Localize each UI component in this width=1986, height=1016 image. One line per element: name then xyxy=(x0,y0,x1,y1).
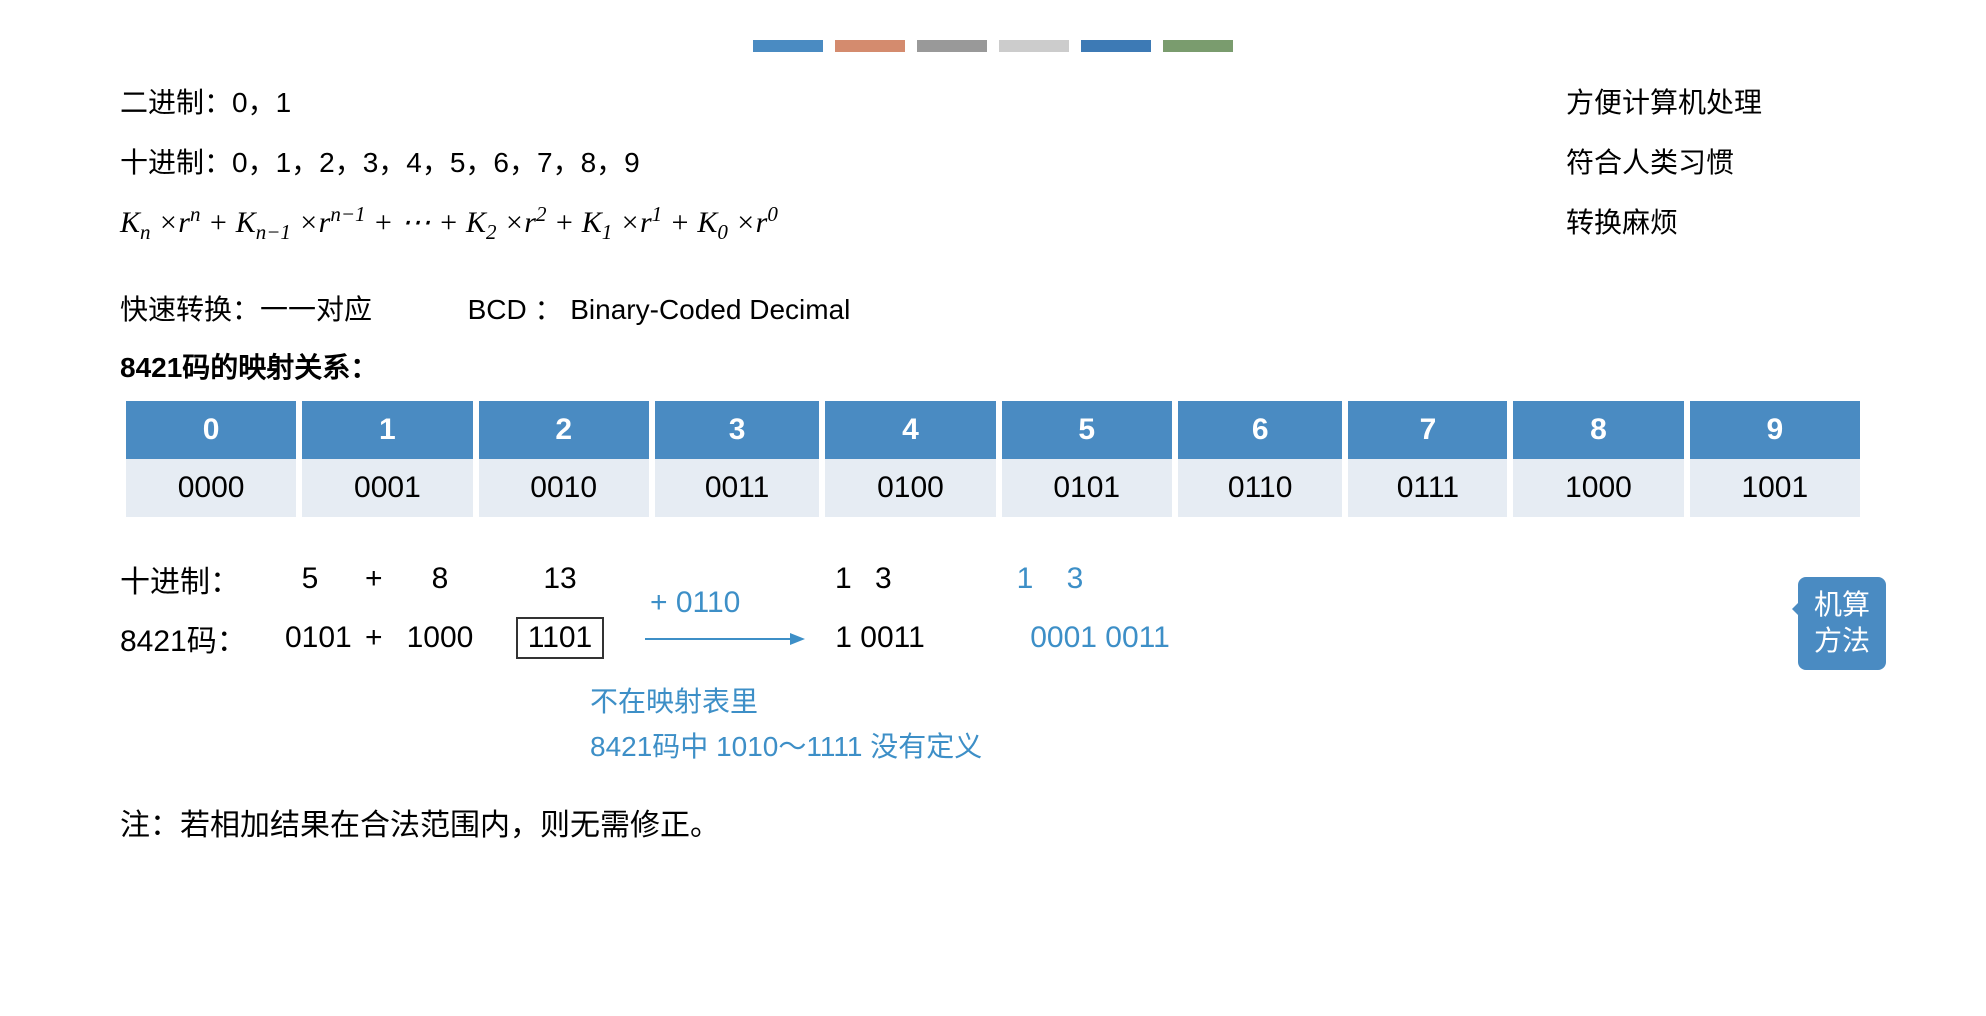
color-box xyxy=(917,40,987,52)
color-box xyxy=(1163,40,1233,52)
table-data-cell: 1000 xyxy=(1513,459,1683,517)
annotation-block: 不在映射表里 8421码中 1010～1111 没有定义 xyxy=(590,680,1866,770)
callout-line2: 方法 xyxy=(1814,623,1870,659)
bcd-mapping-table: 0123456789 00000001001000110100010101100… xyxy=(120,401,1866,517)
annotation-line2: 8421码中 1010～1111 没有定义 xyxy=(590,725,1866,770)
table-header-cell: 7 xyxy=(1348,401,1507,459)
table-header-cell: 6 xyxy=(1178,401,1343,459)
dec-split2: 3 xyxy=(860,562,900,596)
color-box xyxy=(1081,40,1151,52)
right-note-2: 符合人类习惯 xyxy=(1566,142,1866,184)
right-note-1: 方便计算机处理 xyxy=(1566,82,1866,124)
code-b: 1000 xyxy=(390,621,490,655)
dec-split1: 1 xyxy=(820,562,860,596)
table-header-cell: 5 xyxy=(1002,401,1172,459)
fast-conv-label: 快速转换：一一对应 xyxy=(120,294,372,325)
table-data-cell: 0001 xyxy=(302,459,472,517)
arrow-icon xyxy=(645,629,805,649)
decimal-calc-row: 十进制： 5 + 8 13 1 3 1 3 xyxy=(120,557,1866,601)
table-data-cell: 0101 xyxy=(1002,459,1172,517)
dec-b: 8 xyxy=(390,562,490,596)
code-a: 0101 xyxy=(270,621,350,655)
color-box xyxy=(753,40,823,52)
table-data-cell: 0010 xyxy=(479,459,649,517)
table-header-cell: 1 xyxy=(302,401,472,459)
code-op: + xyxy=(350,621,390,655)
calculation-section: 十进制： 5 + 8 13 1 3 1 3 8421码： 0101 + 1000… xyxy=(120,557,1866,660)
right-column: 方便计算机处理 符合人类习惯 转换麻烦 xyxy=(1566,82,1866,270)
decimal-line: 十进制：0，1，2，3，4，5，6，7，8，9 xyxy=(120,142,1566,184)
intro-section: 二进制：0，1 十进制：0，1，2，3，4，5，6，7，8，9 Kn ×rn +… xyxy=(120,82,1866,270)
dec-blue1: 1 xyxy=(1000,562,1050,596)
table-data-cell: 0000 xyxy=(126,459,296,517)
add-correction: + 0110 xyxy=(650,586,740,620)
code-res-boxed: 1101 xyxy=(490,617,630,659)
bcd-intro-line: 快速转换：一一对应 BCD ： Binary-Coded Decimal xyxy=(120,288,1866,328)
bcd-full-label: BCD ： Binary-Coded Decimal xyxy=(468,294,851,325)
code-calc-row: 8421码： 0101 + 1000 1101 + 0110 1 0011 00… xyxy=(120,616,1866,660)
table-header-cell: 9 xyxy=(1690,401,1860,459)
right-note-3: 转换麻烦 xyxy=(1566,202,1866,244)
color-box xyxy=(999,40,1069,52)
table-data-cell: 0110 xyxy=(1178,459,1343,517)
table-header-cell: 4 xyxy=(825,401,995,459)
dec-blue2: 3 xyxy=(1050,562,1100,596)
code-label: 8421码： xyxy=(120,616,270,660)
dec-a: 5 xyxy=(270,562,350,596)
top-color-bar xyxy=(120,40,1866,52)
table-data-cell: 1001 xyxy=(1690,459,1860,517)
left-column: 二进制：0，1 十进制：0，1，2，3，4，5，6，7，8，9 Kn ×rn +… xyxy=(120,82,1566,270)
table-data-cell: 0111 xyxy=(1348,459,1507,517)
dec-op: + xyxy=(350,562,390,596)
table-header-cell: 2 xyxy=(479,401,649,459)
code-blue-final: 0001 0011 xyxy=(1000,621,1200,655)
footer-note: 注：若相加结果在合法范围内，则无需修正。 xyxy=(120,800,1866,844)
code-res: 1101 xyxy=(516,617,605,659)
method-callout: 机算 方法 xyxy=(1798,577,1886,670)
table-header-cell: 0 xyxy=(126,401,296,459)
code-final: 1 0011 xyxy=(820,621,940,655)
mapping-title: 8421码的映射关系： xyxy=(120,346,1866,386)
arrow-add-cell: + 0110 xyxy=(630,621,820,655)
dec-label: 十进制： xyxy=(120,557,270,601)
color-box xyxy=(835,40,905,52)
table-header-cell: 3 xyxy=(655,401,820,459)
annotation-line1: 不在映射表里 xyxy=(590,680,1866,725)
polynomial-formula: Kn ×rn + Kn−1 ×rn−1 + ⋯ + K2 ×r2 + K1 ×r… xyxy=(120,202,1566,245)
dec-res: 13 xyxy=(490,562,630,596)
binary-line: 二进制：0，1 xyxy=(120,82,1566,124)
callout-line1: 机算 xyxy=(1814,587,1870,623)
table-data-cell: 0011 xyxy=(655,459,820,517)
table-header-cell: 8 xyxy=(1513,401,1683,459)
table-data-cell: 0100 xyxy=(825,459,995,517)
